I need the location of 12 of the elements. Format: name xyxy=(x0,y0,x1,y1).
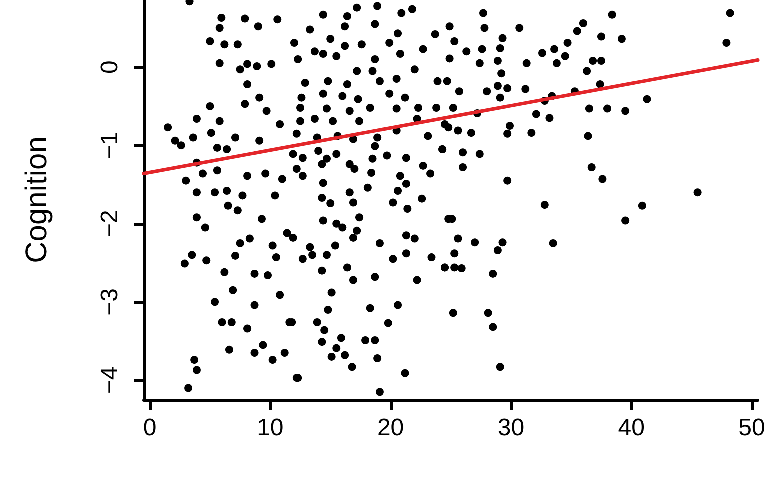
y-tick-label: 0 xyxy=(96,60,124,74)
y-tick-label: −1 xyxy=(96,132,124,160)
x-tick-label: 10 xyxy=(257,414,284,442)
y-tick-label: −4 xyxy=(96,366,124,394)
y-tick-label: −2 xyxy=(96,210,124,238)
x-tick-label: 0 xyxy=(143,414,157,442)
y-tick-label: −3 xyxy=(96,288,124,316)
y-axis-title: Cognition xyxy=(20,136,54,264)
x-tick-label: 50 xyxy=(738,414,766,442)
x-tick-label: 30 xyxy=(498,414,525,442)
x-tick-label: 40 xyxy=(618,414,645,442)
x-tick-label: 20 xyxy=(377,414,404,442)
